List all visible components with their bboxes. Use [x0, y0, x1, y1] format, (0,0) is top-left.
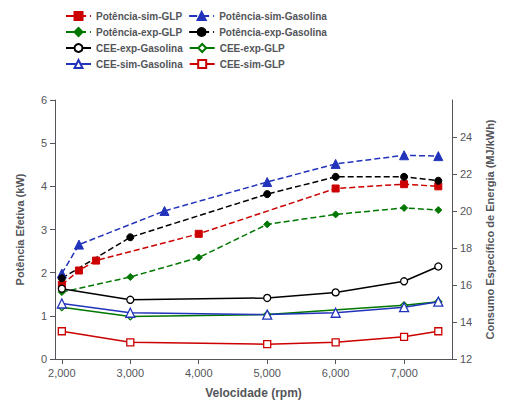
svg-text:12: 12 [460, 353, 472, 365]
svg-text:3,000: 3,000 [117, 367, 145, 379]
svg-text:5,000: 5,000 [253, 367, 281, 379]
svg-text:Potência-exp-Gasolina: Potência-exp-Gasolina [219, 27, 327, 38]
svg-text:1: 1 [41, 310, 47, 322]
svg-text:18: 18 [460, 242, 472, 254]
svg-text:Potência-exp-GLP: Potência-exp-GLP [96, 27, 182, 38]
svg-text:3: 3 [41, 224, 47, 236]
svg-text:CEE-exp-Gasolina: CEE-exp-Gasolina [96, 43, 183, 54]
svg-text:16: 16 [460, 279, 472, 291]
svg-text:22: 22 [460, 168, 472, 180]
svg-text:14: 14 [460, 316, 472, 328]
svg-text:20: 20 [460, 205, 472, 217]
svg-text:5: 5 [41, 137, 47, 149]
svg-text:6: 6 [41, 94, 47, 106]
svg-text:7,000: 7,000 [390, 367, 418, 379]
svg-text:CEE-sim-Gasolina: CEE-sim-Gasolina [96, 59, 183, 70]
svg-text:0: 0 [41, 353, 47, 365]
svg-text:CEE-exp-GLP: CEE-exp-GLP [220, 43, 285, 54]
svg-text:Potência-sim-GLP: Potência-sim-GLP [96, 11, 182, 22]
svg-text:4: 4 [41, 180, 47, 192]
svg-text:Consumo Específico de Energia: Consumo Específico de Energia (MJ/kWh) [484, 119, 496, 339]
svg-text:6,000: 6,000 [322, 367, 350, 379]
svg-text:Potência Efetiva (kW): Potência Efetiva (kW) [14, 173, 26, 285]
svg-text:2,000: 2,000 [48, 367, 76, 379]
svg-text:4,000: 4,000 [185, 367, 213, 379]
svg-text:2: 2 [41, 267, 47, 279]
svg-text:Potência-sim-Gasolina: Potência-sim-Gasolina [219, 11, 327, 22]
svg-text:24: 24 [460, 131, 472, 143]
svg-text:CEE-sim-GLP: CEE-sim-GLP [220, 59, 285, 70]
svg-text:Velocidade (rpm): Velocidade (rpm) [205, 386, 302, 400]
